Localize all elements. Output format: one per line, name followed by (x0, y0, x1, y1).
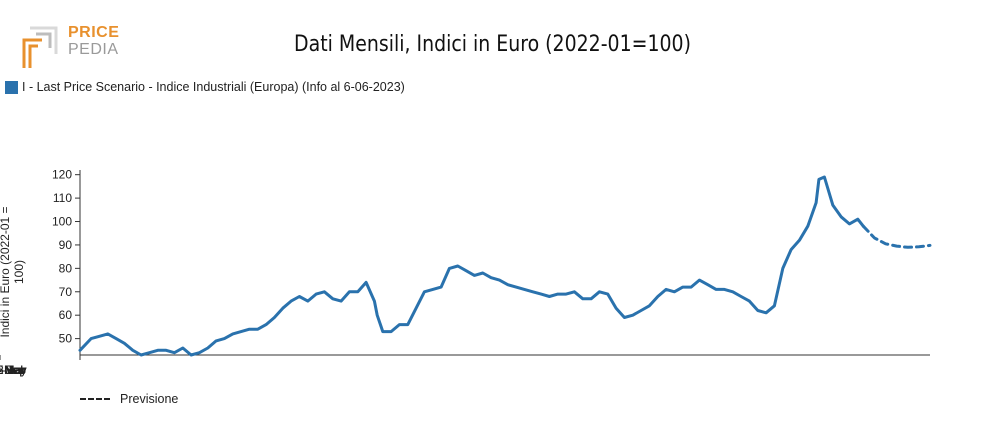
logo-word-pedia: PEDIA (68, 41, 119, 58)
y-tick-label: 100 (52, 215, 72, 229)
series-line (78, 175, 865, 357)
x-tick-label: 2008-May (0, 363, 27, 377)
x-tick-label: 2022-Jul (0, 363, 23, 377)
chart-title: Dati Mensili, Indici in Euro (2022-01=10… (294, 32, 691, 57)
x-tick-label: 2025-May (0, 363, 27, 377)
legend-swatch (5, 80, 18, 94)
y-tick-label: 80 (59, 261, 73, 275)
legend-label-series: I - Last Price Scenario - Indice Industr… (22, 80, 405, 94)
x-tick-label: 2011-Mar (0, 363, 25, 377)
y-tick-label: 50 (59, 332, 73, 346)
y-tick-label: 110 (53, 191, 72, 205)
x-tick-label: 2005-Jul (0, 363, 23, 377)
legend-bottom[interactable]: Previsione (80, 392, 178, 406)
y-tick-label: 90 (59, 238, 73, 252)
logo-mark-icon (22, 26, 58, 68)
x-tick-label: 2016-Nov (0, 363, 26, 377)
x-tick-label: 2019-Sep (0, 363, 26, 377)
legend-dash-sample (80, 398, 110, 400)
forecast-line (861, 224, 932, 249)
y-tick-label: 120 (52, 168, 72, 182)
legend-label-forecast: Previsione (120, 392, 179, 406)
logo-word-price: PRICE (68, 24, 120, 41)
y-tick-label: 60 (59, 308, 73, 322)
legend-top[interactable]: I - Last Price Scenario - Indice Industr… (5, 80, 405, 94)
y-tick-label: 70 (59, 285, 73, 299)
pricepedia-logo: PRICE PEDIA (20, 24, 130, 72)
x-tick-label: 2014-Jan (0, 363, 25, 377)
x-tick-label: 2002-Sep (0, 363, 26, 377)
